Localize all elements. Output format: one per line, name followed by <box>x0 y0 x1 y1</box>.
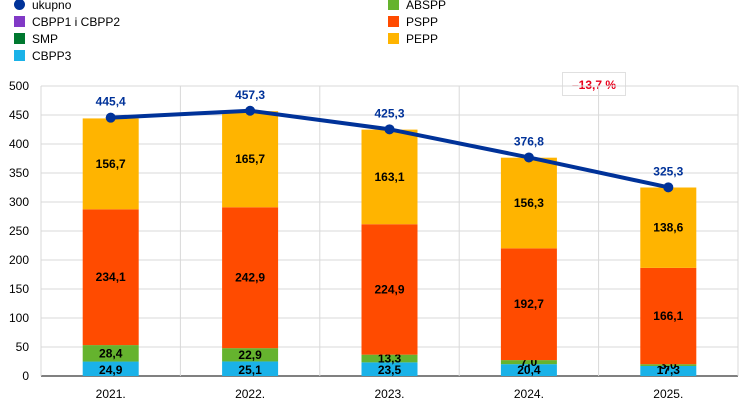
legend-swatch-abspp <box>388 0 399 10</box>
bar-segment-pepp <box>640 187 697 268</box>
bar-value-label: 138,6 <box>653 221 683 235</box>
y-tick-label: 200 <box>9 253 29 267</box>
y-tick-label: 250 <box>9 224 29 238</box>
y-tick-label: 0 <box>22 369 29 383</box>
legend-swatch-smp <box>14 33 25 44</box>
x-tick-label: 2021. <box>96 387 126 401</box>
bar-segment-cbpp3 <box>500 364 557 376</box>
legend-label: PEPP <box>406 32 439 46</box>
bar-value-label: 13,3 <box>378 352 402 366</box>
total-point <box>384 124 395 135</box>
bar-segment-pepp <box>361 129 418 225</box>
bar-segment-cbpp3 <box>640 365 697 376</box>
bar-value-label: 23,5 <box>378 363 402 377</box>
total-value-label: 445,4 <box>96 95 126 109</box>
legend-swatch-cbpp1-2 <box>14 16 25 27</box>
y-tick-label: 350 <box>9 166 29 180</box>
bar-value-label: 24,9 <box>99 363 123 377</box>
x-tick-label: 2022. <box>235 387 265 401</box>
legend-swatch-cbpp3 <box>14 50 25 61</box>
bar-segment-pepp <box>82 118 139 210</box>
legend-item-pepp: PEPP <box>388 31 438 47</box>
bar-value-label: 22,9 <box>238 348 262 362</box>
y-tick-label: 500 <box>9 79 29 93</box>
bar-segment-abspp <box>82 345 139 362</box>
legend-label: CBPP3 <box>32 49 72 63</box>
bar-segment-abspp <box>500 360 557 365</box>
bar-value-label: 163,1 <box>374 170 404 184</box>
y-tick-label: 400 <box>9 137 29 151</box>
bar-value-label: 166,1 <box>653 309 683 323</box>
bar-value-label: 17,3 <box>657 363 681 377</box>
y-tick-label: 300 <box>9 195 29 209</box>
bar-segment-pspp <box>82 209 139 346</box>
bar-value-label: 165,7 <box>235 152 265 166</box>
bar-value-label: 20,4 <box>517 363 541 377</box>
total-value-label: 457,3 <box>235 88 265 102</box>
bar-segment-abspp <box>640 364 697 366</box>
legend-item-pspp: PSPP <box>388 14 438 30</box>
bar-segment-pepp <box>222 111 279 208</box>
legend-label: ABSPP <box>406 0 447 12</box>
legend-item-smp: SMP <box>14 31 58 47</box>
y-tick-label: 100 <box>9 311 29 325</box>
bar-segment-pspp <box>500 248 557 361</box>
legend-swatch-ukupno <box>14 0 25 10</box>
bar-value-label: 242,9 <box>235 271 265 285</box>
legend-label: SMP <box>32 32 59 46</box>
total-value-label: 425,3 <box>374 106 404 120</box>
bar-segment-pspp <box>361 224 418 355</box>
legend-item-cbpp1-2: CBPP1 i CBPP2 <box>14 14 120 30</box>
total-value-label: 376,8 <box>514 134 544 148</box>
legend-swatch-pspp <box>388 16 399 27</box>
bar-segment-abspp <box>361 354 418 363</box>
y-tick-label: 450 <box>9 108 29 122</box>
bar-segment-abspp <box>222 348 279 362</box>
bar-value-label: 156,3 <box>514 196 544 210</box>
total-value-label: 325,3 <box>653 164 683 178</box>
change-annotation: –13,7 % <box>562 72 626 96</box>
y-tick-label: 50 <box>16 340 30 354</box>
legend-item-ukupno: ukupno <box>14 0 71 13</box>
x-tick-label: 2025. <box>653 387 683 401</box>
x-tick-label: 2024. <box>514 387 544 401</box>
bar-segment-cbpp3 <box>82 361 139 376</box>
legend-label: CBPP1 i CBPP2 <box>32 15 121 29</box>
total-point <box>663 182 674 193</box>
legend-item-cbpp3: CBPP3 <box>14 48 71 64</box>
bar-value-label: 28,4 <box>99 346 123 360</box>
total-point <box>523 152 534 163</box>
bar-segment-pspp <box>640 267 697 365</box>
bar-segment-pspp <box>222 207 279 349</box>
bar-value-label: 25,1 <box>238 363 262 377</box>
legend-label: PSPP <box>406 15 439 29</box>
bar-segment-cbpp3 <box>361 362 418 376</box>
bar-segment-cbpp3 <box>222 361 279 376</box>
bar-value-label: 192,7 <box>514 297 544 311</box>
bar-segment-pepp <box>500 157 557 249</box>
legend-item-abspp: ABSPP <box>388 0 446 13</box>
total-point <box>105 112 116 123</box>
legend-label: ukupno <box>32 0 72 12</box>
legend-swatch-pepp <box>388 33 399 44</box>
bar-value-label: 234,1 <box>96 270 126 284</box>
y-tick-label: 150 <box>9 282 29 296</box>
total-point <box>245 105 256 116</box>
x-tick-label: 2023. <box>374 387 404 401</box>
bar-value-label: 156,7 <box>96 157 126 171</box>
bar-value-label: 224,9 <box>374 282 404 296</box>
